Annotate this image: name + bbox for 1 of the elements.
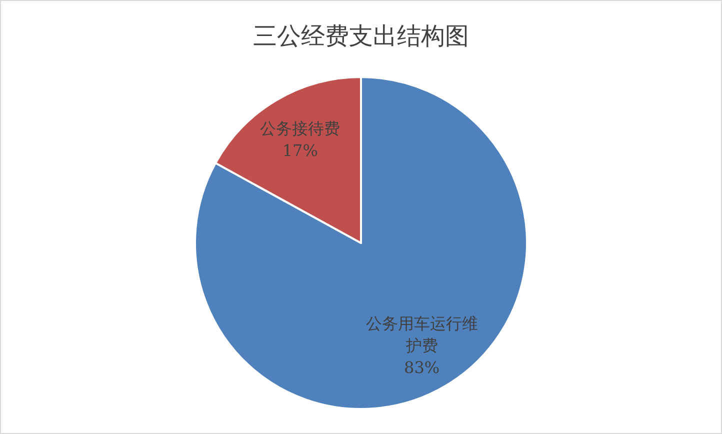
chart-title: 三公经费支出结构图 bbox=[253, 22, 469, 50]
